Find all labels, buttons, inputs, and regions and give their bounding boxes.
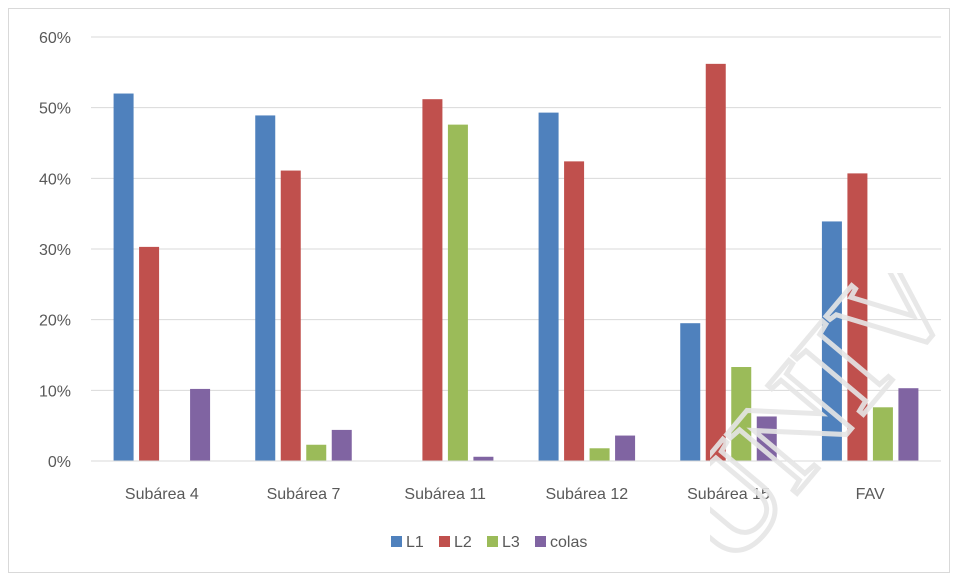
bar-l2-4 xyxy=(705,63,726,461)
y-tick-label: 40% xyxy=(39,171,71,188)
legend-swatch-colas xyxy=(535,536,546,547)
bar-colas-4 xyxy=(756,416,777,461)
y-tick-label: 60% xyxy=(39,30,71,47)
gridlines xyxy=(91,36,941,391)
x-tick-label: Subárea 15 xyxy=(687,486,770,503)
bar-colas-3 xyxy=(615,435,636,461)
bar-l1-3 xyxy=(538,112,559,461)
x-tick-label: FAV xyxy=(856,486,885,503)
legend-label-l2: L2 xyxy=(454,534,472,551)
y-tick-label: 10% xyxy=(39,383,71,400)
bar-l1-5 xyxy=(821,221,842,461)
bar-l3-2 xyxy=(447,124,468,462)
bar-l3-4 xyxy=(731,367,752,461)
y-axis-tick-labels: 0% 10% 20% 30% 40% 50% 60% xyxy=(39,30,71,471)
bar-l3-5 xyxy=(872,407,893,461)
y-tick-label: 50% xyxy=(39,101,71,118)
bar-colas-5 xyxy=(898,388,919,461)
bar-l3-3 xyxy=(589,448,610,461)
legend: L1 L2 L3 colas xyxy=(391,534,587,551)
legend-swatch-l1 xyxy=(391,536,402,547)
y-tick-label: 20% xyxy=(39,313,71,330)
y-tick-label: 30% xyxy=(39,242,71,259)
x-tick-label: Subárea 4 xyxy=(125,486,199,503)
x-axis-tick-labels: Subárea 4 Subárea 7 Subárea 11 Subárea 12 Su… xyxy=(125,486,885,503)
bar-colas-1 xyxy=(331,429,352,461)
bar-l2-0 xyxy=(139,246,160,461)
legend-label-l3: L3 xyxy=(502,534,520,551)
legend-label-colas: colas xyxy=(550,534,587,551)
y-tick-label: 0% xyxy=(48,454,71,471)
bar-l2-3 xyxy=(564,161,585,461)
bar-colas-2 xyxy=(473,456,494,461)
x-tick-label: Subárea 7 xyxy=(267,486,341,503)
bars xyxy=(113,63,919,462)
bar-colas-0 xyxy=(190,388,211,461)
legend-swatch-l3 xyxy=(487,536,498,547)
x-tick-label: Subárea 11 xyxy=(404,486,486,503)
x-tick-label: Subárea 12 xyxy=(545,486,628,503)
bar-l1-4 xyxy=(680,323,701,461)
legend-label-l1: L1 xyxy=(406,534,424,551)
bar-l2-1 xyxy=(280,170,301,461)
legend-swatch-l2 xyxy=(439,536,450,547)
bar-l1-1 xyxy=(255,115,276,461)
bar-l2-5 xyxy=(847,173,868,462)
bar-l1-0 xyxy=(113,93,134,462)
bar-l2-2 xyxy=(422,99,443,461)
bar-l3-1 xyxy=(306,444,327,461)
